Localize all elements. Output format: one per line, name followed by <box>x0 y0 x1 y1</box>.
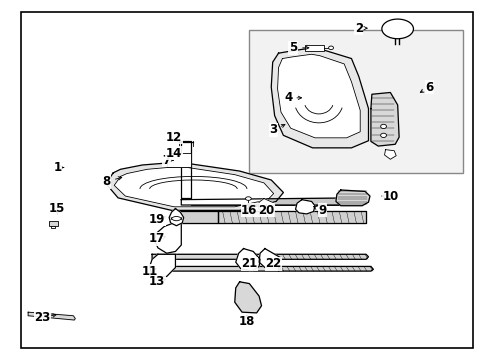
Polygon shape <box>181 141 191 198</box>
Text: 6: 6 <box>424 81 432 94</box>
Text: 18: 18 <box>238 315 255 328</box>
Text: 23: 23 <box>35 311 51 324</box>
Text: 12: 12 <box>165 131 182 144</box>
Text: 17: 17 <box>148 233 165 246</box>
Polygon shape <box>149 254 175 277</box>
Text: 7: 7 <box>163 154 170 167</box>
Bar <box>49 221 58 226</box>
Polygon shape <box>28 312 75 320</box>
Polygon shape <box>164 266 281 271</box>
Polygon shape <box>370 93 398 146</box>
Polygon shape <box>271 48 368 148</box>
Polygon shape <box>171 211 217 223</box>
Text: 16: 16 <box>241 204 257 217</box>
Polygon shape <box>217 211 366 223</box>
Text: 13: 13 <box>148 275 165 288</box>
Bar <box>249 30 462 173</box>
Bar <box>305 45 323 51</box>
Text: 15: 15 <box>49 202 65 215</box>
Polygon shape <box>181 198 366 205</box>
Polygon shape <box>258 199 274 212</box>
Ellipse shape <box>245 197 251 201</box>
Bar <box>51 226 55 228</box>
Polygon shape <box>277 54 360 138</box>
Bar <box>166 153 191 167</box>
Polygon shape <box>152 254 276 259</box>
Text: 1: 1 <box>53 161 61 174</box>
Polygon shape <box>154 223 181 253</box>
Text: 22: 22 <box>265 257 281 270</box>
Polygon shape <box>114 167 273 207</box>
Text: 14: 14 <box>165 147 182 160</box>
Text: 21: 21 <box>241 257 257 270</box>
Polygon shape <box>295 200 314 214</box>
Ellipse shape <box>381 19 413 39</box>
Polygon shape <box>235 249 260 271</box>
Polygon shape <box>169 208 183 226</box>
Ellipse shape <box>328 46 333 50</box>
Ellipse shape <box>380 133 386 138</box>
Text: 2: 2 <box>354 22 362 35</box>
Text: 11: 11 <box>141 265 158 278</box>
Text: 20: 20 <box>258 204 274 217</box>
Text: 10: 10 <box>382 190 398 203</box>
Polygon shape <box>234 282 261 313</box>
Polygon shape <box>384 150 395 159</box>
Ellipse shape <box>380 124 386 129</box>
Text: 3: 3 <box>269 123 277 136</box>
Polygon shape <box>106 163 283 210</box>
Text: 8: 8 <box>102 175 110 188</box>
Text: 9: 9 <box>318 204 326 217</box>
Polygon shape <box>335 190 369 206</box>
Text: 19: 19 <box>148 213 165 226</box>
Text: 4: 4 <box>284 91 292 104</box>
Text: 5: 5 <box>288 41 297 54</box>
Polygon shape <box>278 266 372 271</box>
Polygon shape <box>259 249 281 267</box>
Polygon shape <box>273 254 368 259</box>
